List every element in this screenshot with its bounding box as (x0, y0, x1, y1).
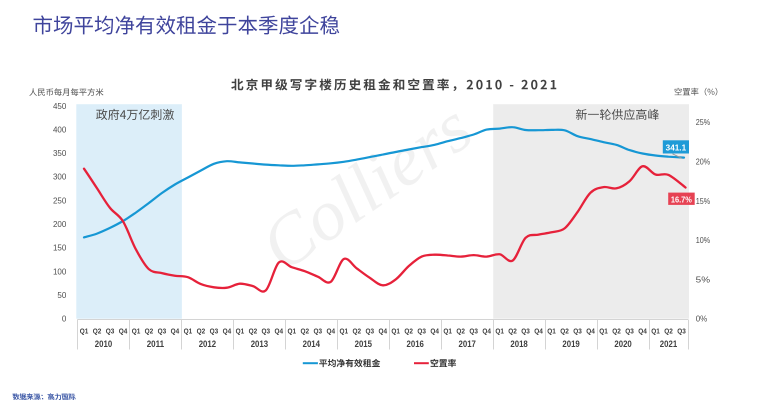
svg-text:Q3: Q3 (573, 326, 582, 335)
svg-text:2012: 2012 (199, 339, 216, 349)
svg-text:400: 400 (53, 125, 67, 134)
svg-text:Q4: Q4 (586, 326, 595, 335)
svg-text:Q4: Q4 (275, 326, 284, 335)
svg-text:Q1: Q1 (340, 326, 349, 335)
svg-text:Q1: Q1 (443, 326, 452, 335)
svg-text:341.1: 341.1 (666, 143, 687, 153)
svg-text:Q3: Q3 (366, 326, 375, 335)
svg-text:450: 450 (53, 102, 67, 111)
svg-text:2021: 2021 (660, 339, 677, 349)
svg-text:Q1: Q1 (236, 326, 245, 335)
svg-text:Q1: Q1 (651, 326, 660, 335)
svg-text:Q2: Q2 (612, 326, 621, 335)
svg-text:Q3: Q3 (210, 326, 219, 335)
svg-text:150: 150 (53, 244, 67, 253)
svg-text:2020: 2020 (614, 339, 631, 349)
svg-text:Q2: Q2 (404, 326, 413, 335)
svg-text:Q2: Q2 (560, 326, 569, 335)
svg-text:2018: 2018 (510, 339, 527, 349)
svg-text:Q2: Q2 (301, 326, 310, 335)
svg-text:Q2: Q2 (456, 326, 465, 335)
svg-text:15%: 15% (696, 197, 710, 206)
svg-text:Q1: Q1 (80, 326, 89, 335)
svg-text:2014: 2014 (303, 339, 320, 349)
svg-text:16.7%: 16.7% (671, 194, 692, 204)
svg-text:Q1: Q1 (547, 326, 556, 335)
svg-text:Q4: Q4 (379, 326, 388, 335)
svg-text:Q4: Q4 (534, 326, 543, 335)
svg-text:20%: 20% (696, 158, 710, 167)
svg-text:2011: 2011 (147, 339, 164, 349)
svg-text:Q2: Q2 (508, 326, 517, 335)
svg-text:Q2: Q2 (197, 326, 206, 335)
svg-text:Q3: Q3 (521, 326, 530, 335)
svg-text:Q4: Q4 (327, 326, 336, 335)
svg-text:250: 250 (53, 196, 67, 205)
svg-text:Q1: Q1 (495, 326, 504, 335)
svg-text:Q3: Q3 (417, 326, 426, 335)
svg-text:Q3: Q3 (262, 326, 271, 335)
svg-text:2019: 2019 (562, 339, 579, 349)
svg-text:2016: 2016 (407, 339, 424, 349)
svg-text:2015: 2015 (355, 339, 372, 349)
svg-text:Q3: Q3 (677, 326, 686, 335)
svg-text:Q4: Q4 (430, 326, 439, 335)
svg-text:350: 350 (53, 149, 67, 158)
svg-text:Q4: Q4 (482, 326, 491, 335)
svg-text:10%: 10% (696, 236, 710, 245)
svg-text:Q2: Q2 (249, 326, 258, 335)
svg-text:Q4: Q4 (171, 326, 180, 335)
svg-text:Q1: Q1 (184, 326, 193, 335)
svg-text:Q3: Q3 (314, 326, 323, 335)
svg-text:300: 300 (53, 173, 67, 182)
svg-text:Q4: Q4 (638, 326, 647, 335)
svg-text:25%: 25% (696, 118, 710, 127)
svg-text:2017: 2017 (459, 339, 476, 349)
svg-text:Q2: Q2 (93, 326, 102, 335)
svg-text:0%: 0% (696, 315, 708, 324)
svg-text:Q3: Q3 (469, 326, 478, 335)
svg-text:2010: 2010 (95, 339, 112, 349)
svg-text:2013: 2013 (251, 339, 268, 349)
svg-text:0: 0 (62, 315, 67, 324)
svg-text:Q3: Q3 (106, 326, 115, 335)
svg-text:Q1: Q1 (132, 326, 141, 335)
svg-text:Q3: Q3 (625, 326, 634, 335)
svg-text:Q2: Q2 (353, 326, 362, 335)
svg-text:5%: 5% (696, 275, 710, 284)
svg-text:Q2: Q2 (664, 326, 673, 335)
svg-text:50: 50 (57, 291, 66, 300)
svg-text:Q1: Q1 (599, 326, 608, 335)
svg-text:Q3: Q3 (158, 326, 167, 335)
svg-text:Q1: Q1 (391, 326, 400, 335)
svg-text:Q4: Q4 (223, 326, 232, 335)
svg-text:Q4: Q4 (119, 326, 128, 335)
svg-text:200: 200 (53, 220, 67, 229)
svg-text:Q2: Q2 (145, 326, 154, 335)
svg-text:100: 100 (53, 267, 67, 276)
svg-text:Q1: Q1 (288, 326, 297, 335)
